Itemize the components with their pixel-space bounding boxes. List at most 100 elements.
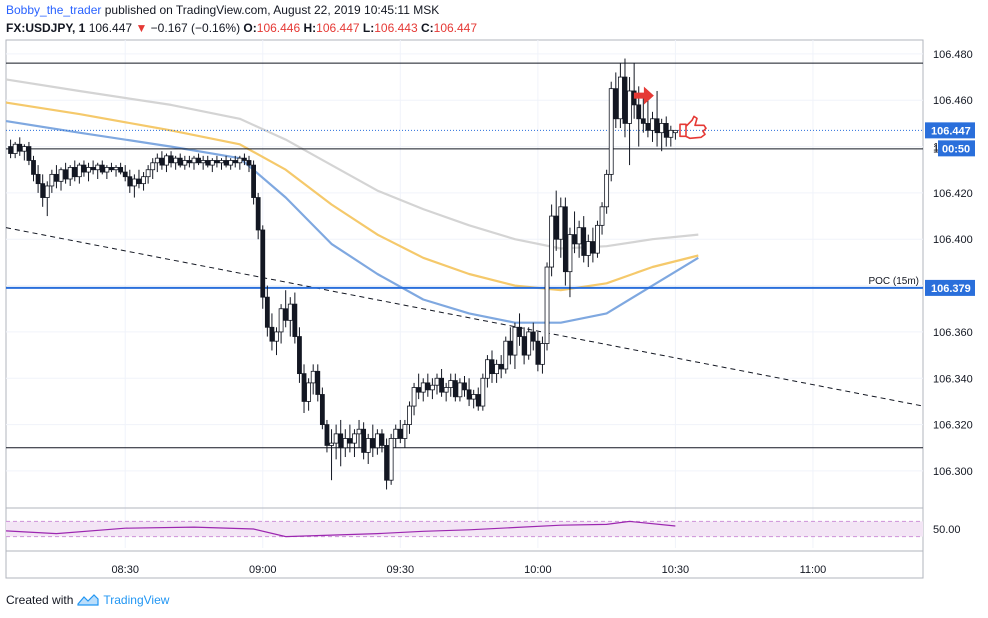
candle-body-up bbox=[191, 157, 197, 164]
candle-body-down bbox=[40, 183, 46, 198]
candle-body-down bbox=[370, 438, 376, 449]
candle-body-up bbox=[595, 224, 600, 254]
candle-body-up bbox=[585, 241, 591, 256]
candle bbox=[209, 158, 215, 173]
candle bbox=[168, 151, 174, 168]
candle-body-up bbox=[407, 405, 412, 425]
candle bbox=[462, 375, 467, 397]
candle-body-up bbox=[356, 428, 362, 435]
candle-body-up bbox=[430, 384, 435, 391]
candle bbox=[608, 81, 614, 182]
candle-body-up bbox=[668, 129, 674, 138]
candle bbox=[384, 438, 389, 490]
candle-body-up bbox=[659, 123, 665, 134]
candle bbox=[324, 419, 330, 453]
candle-body-up bbox=[388, 438, 394, 481]
close-label: C: bbox=[420, 21, 434, 35]
time-tick-label: 11:00 bbox=[800, 564, 827, 576]
candle bbox=[507, 327, 513, 365]
candle-body-up bbox=[86, 167, 91, 173]
poc-price-label: 106.379 bbox=[925, 279, 975, 296]
candle-body-down bbox=[223, 160, 229, 166]
candle-body-down bbox=[264, 296, 270, 328]
candle bbox=[58, 167, 64, 191]
published-text: published on TradingView.com, August 22,… bbox=[104, 3, 440, 17]
candle bbox=[430, 378, 435, 400]
candle bbox=[489, 350, 495, 383]
candle-body-up bbox=[420, 382, 426, 393]
candle-body-down bbox=[379, 433, 385, 446]
candle bbox=[457, 378, 463, 402]
candle bbox=[485, 355, 490, 388]
candle bbox=[90, 160, 96, 175]
candle bbox=[109, 162, 114, 173]
candle bbox=[150, 158, 156, 180]
candle-body-down bbox=[590, 241, 596, 254]
candle bbox=[232, 155, 238, 168]
candle bbox=[12, 141, 18, 159]
candle bbox=[131, 174, 137, 198]
candle-body-down bbox=[622, 76, 628, 124]
candle bbox=[246, 155, 252, 173]
annotations bbox=[633, 86, 707, 140]
candle-body-down bbox=[283, 308, 289, 321]
time-tick-label: 09:00 bbox=[249, 564, 277, 576]
candle bbox=[186, 155, 192, 168]
candle-body-up bbox=[480, 377, 486, 407]
candle bbox=[498, 355, 504, 379]
candle bbox=[237, 155, 243, 170]
candle-body-down bbox=[186, 160, 192, 164]
candle bbox=[251, 160, 256, 205]
candle bbox=[173, 155, 179, 170]
candle-body-up bbox=[278, 308, 284, 333]
price-axis[interactable]: 106.480106.460106.440106.420106.400106.3… bbox=[925, 49, 975, 536]
candle bbox=[416, 373, 422, 400]
candle-body-down bbox=[168, 155, 174, 164]
candle-body-up bbox=[567, 234, 573, 273]
candle bbox=[356, 419, 362, 448]
close-value: 106.447 bbox=[433, 21, 478, 35]
candle bbox=[567, 227, 573, 298]
candle-body-up bbox=[12, 143, 18, 154]
candle-body-up bbox=[173, 157, 179, 164]
candle-body-up bbox=[608, 88, 614, 175]
candle-body-down bbox=[301, 373, 307, 402]
candle-body-up bbox=[434, 377, 440, 386]
candle bbox=[503, 336, 509, 374]
candle bbox=[480, 373, 486, 411]
candle-body-down bbox=[177, 157, 183, 166]
price-tick-label: 106.360 bbox=[933, 327, 973, 339]
candle bbox=[512, 322, 518, 369]
candle-body-down bbox=[636, 104, 642, 120]
candle-body-up bbox=[526, 331, 532, 356]
candle bbox=[668, 125, 674, 147]
author-link[interactable]: Bobby_the_trader bbox=[6, 3, 102, 17]
candle bbox=[553, 190, 559, 251]
candle-body-up bbox=[485, 359, 490, 379]
candle-body-down bbox=[99, 164, 105, 173]
candle-body-down bbox=[384, 445, 389, 481]
candle-body-down bbox=[613, 88, 619, 120]
tradingview-brand[interactable]: TradingView bbox=[103, 593, 170, 607]
candle bbox=[585, 234, 591, 268]
candle bbox=[535, 331, 541, 372]
candle bbox=[127, 169, 133, 193]
candle bbox=[219, 158, 224, 170]
horizontal-levels: POC (15m) bbox=[5, 62, 924, 449]
candle-body-down bbox=[562, 206, 568, 273]
candle-body-up bbox=[342, 438, 348, 449]
candle bbox=[242, 153, 247, 166]
candle-body-down bbox=[127, 176, 133, 187]
candle bbox=[333, 424, 339, 460]
candle-body-down bbox=[255, 197, 261, 231]
time-axis[interactable]: 08:30 09:00 09:30 10:00 10:30 11:00 bbox=[111, 564, 826, 576]
last-price-label-text: 106.447 bbox=[931, 125, 971, 137]
candle-body-down bbox=[269, 326, 275, 342]
candle-body-up bbox=[599, 206, 605, 226]
candle bbox=[95, 162, 101, 180]
thumbs-up-icon bbox=[679, 115, 707, 140]
candle-body-up bbox=[209, 160, 215, 166]
candle-body-down bbox=[324, 424, 330, 446]
candle bbox=[49, 169, 55, 193]
